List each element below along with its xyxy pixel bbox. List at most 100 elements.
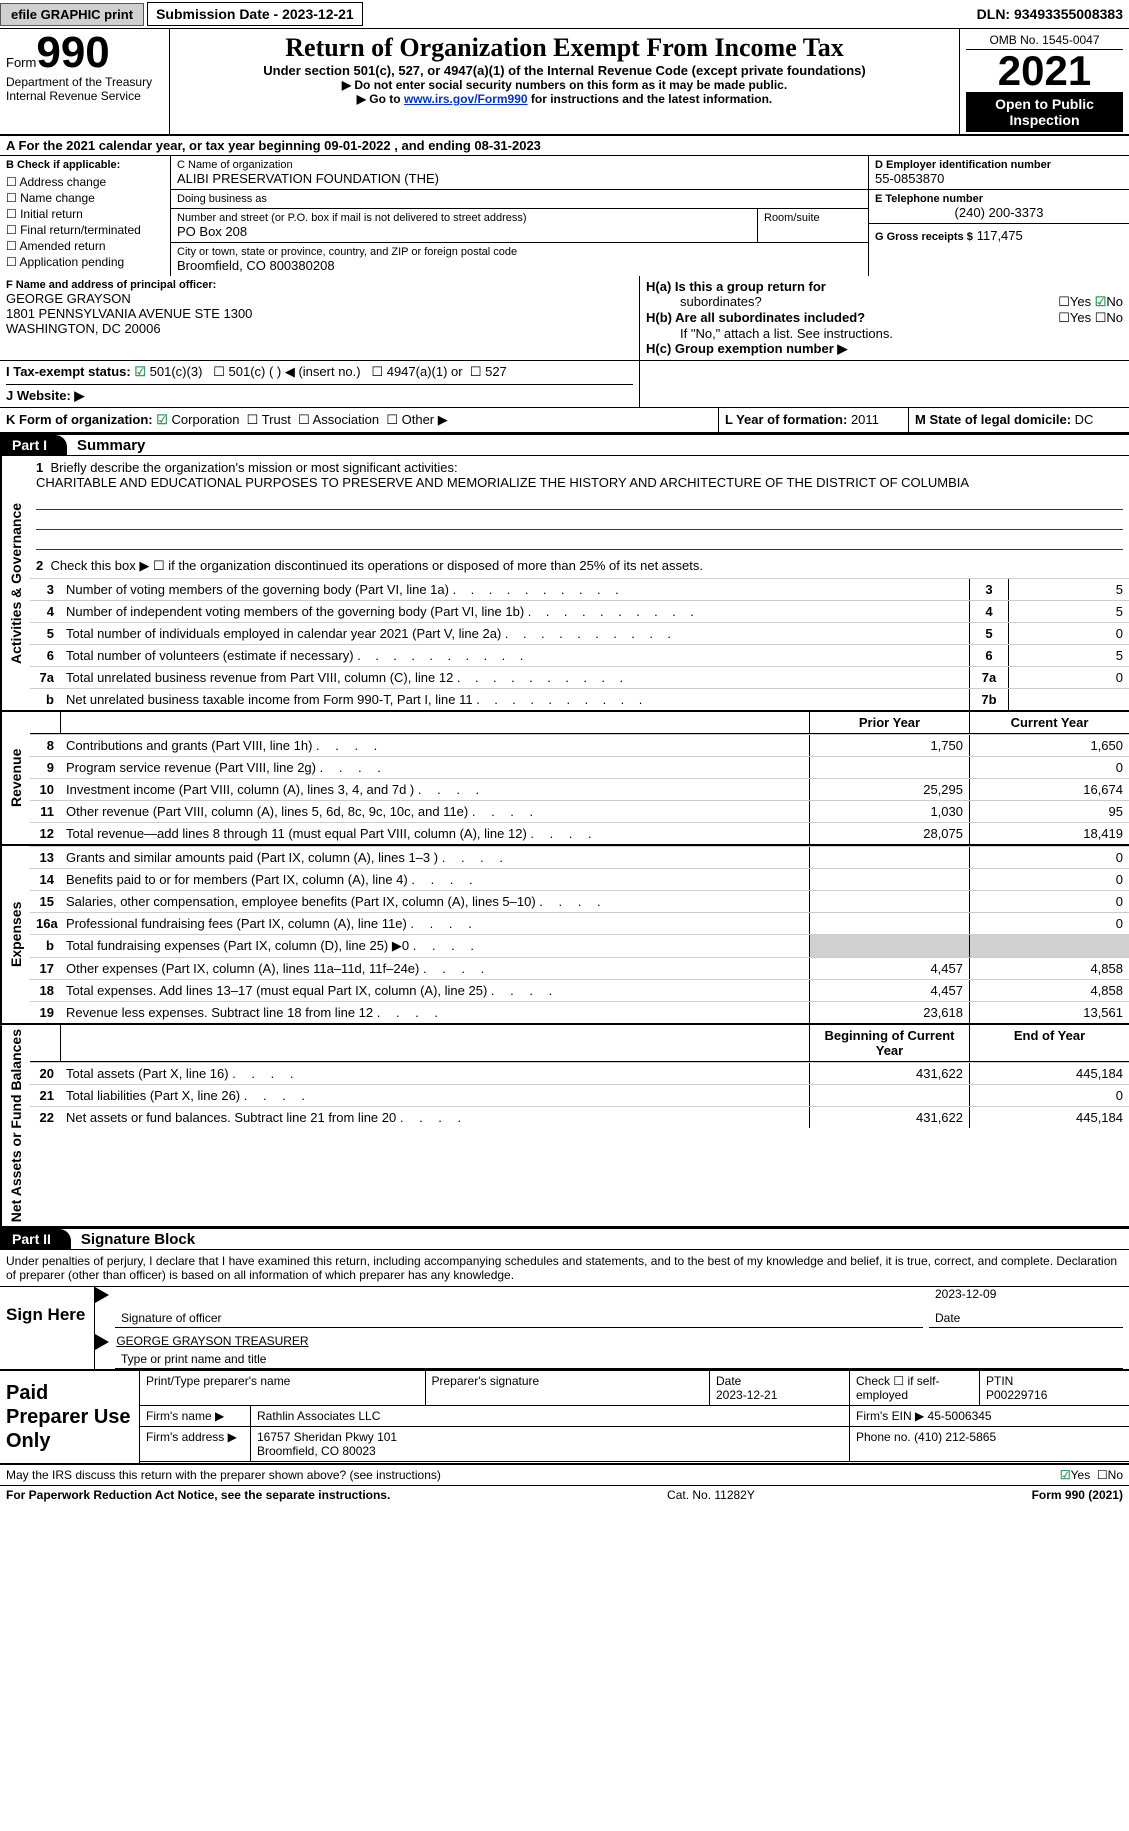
c-street-lbl: Number and street (or P.O. box if mail i… xyxy=(177,212,751,224)
line-21: 21Total liabilities (Part X, line 26) . … xyxy=(30,1084,1129,1106)
lines-3-7: 3Number of voting members of the governi… xyxy=(30,578,1129,710)
hc-lbl: H(c) Group exemption number ▶ xyxy=(646,341,847,356)
firm-addr2: Broomfield, CO 80023 xyxy=(257,1444,376,1458)
vlabel-expenses: Expenses xyxy=(0,846,30,1023)
prep-date-lbl: Date xyxy=(716,1374,741,1388)
ha-sub: subordinates? xyxy=(646,294,762,310)
ha-yesno[interactable]: ☐Yes ☑No xyxy=(1058,294,1123,310)
g-lbl: G Gross receipts $ xyxy=(875,231,973,243)
sig-officer-lbl: Signature of officer xyxy=(121,1311,222,1325)
top-toolbar: efile GRAPHIC print Submission Date - 20… xyxy=(0,0,1129,29)
e-lbl: E Telephone number xyxy=(875,193,1123,205)
prep-name-lbl: Print/Type preparer's name xyxy=(146,1374,419,1388)
i-c2: 501(c) ( ) ◀ (insert no.) xyxy=(229,364,361,379)
hdr-beg: Beginning of Current Year xyxy=(809,1025,969,1061)
chk-name-change[interactable]: ☐ Name change xyxy=(0,190,170,206)
hb-yes: Yes xyxy=(1070,310,1091,325)
sign-here-row: Sign Here Signature of officer 2023-12-0… xyxy=(0,1286,1129,1369)
firm-ein: 45-5006345 xyxy=(928,1409,992,1423)
d-lbl: D Employer identification number xyxy=(875,159,1123,171)
date-lbl: Date xyxy=(929,1309,1123,1328)
box-deg: D Employer identification number 55-0853… xyxy=(869,156,1129,276)
line-10: 10Investment income (Part VIII, column (… xyxy=(30,778,1129,800)
line-20: 20Total assets (Part X, line 16) . . . .… xyxy=(30,1062,1129,1084)
ptin-lbl: PTIN xyxy=(986,1374,1013,1388)
vlabel-revenue: Revenue xyxy=(0,712,30,844)
sign-here-label: Sign Here xyxy=(0,1287,95,1369)
line-5: 5Total number of individuals employed in… xyxy=(30,622,1129,644)
hdr-end: End of Year xyxy=(969,1025,1129,1061)
chk-address-change[interactable]: ☐ Address change xyxy=(0,174,170,190)
note2-pre: ▶ Go to xyxy=(357,92,404,106)
line2-text: Check this box ▶ ☐ if the organization d… xyxy=(50,558,703,573)
sig-officer-line: Signature of officer xyxy=(115,1309,923,1328)
box-c: C Name of organization ALIBI PRESERVATIO… xyxy=(170,156,869,276)
dept-label: Department of the Treasury Internal Reve… xyxy=(6,75,163,103)
efile-print-button[interactable]: efile GRAPHIC print xyxy=(0,3,144,26)
line-3: 3Number of voting members of the governi… xyxy=(30,578,1129,600)
line-8: 8Contributions and grants (Part VIII, li… xyxy=(30,734,1129,756)
tax-year-line: A For the 2021 calendar year, or tax yea… xyxy=(0,136,1129,156)
line-18: 18Total expenses. Add lines 13–17 (must … xyxy=(30,979,1129,1001)
perjury-declaration: Under penalties of perjury, I declare th… xyxy=(0,1250,1129,1286)
paid-preparer: Paid Preparer Use Only Print/Type prepar… xyxy=(0,1369,1129,1465)
paid-preparer-label: Paid Preparer Use Only xyxy=(0,1371,140,1463)
form-word: Form xyxy=(6,55,36,70)
chk-initial-return[interactable]: ☐ Initial return xyxy=(0,206,170,222)
cat-no: Cat. No. 11282Y xyxy=(667,1488,755,1502)
k-lbl: K Form of organization: xyxy=(6,412,153,427)
line-7a: 7aTotal unrelated business revenue from … xyxy=(30,666,1129,688)
line-15: 15Salaries, other compensation, employee… xyxy=(30,890,1129,912)
c-city: Broomfield, CO 800380208 xyxy=(177,258,862,273)
part2-tag: Part II xyxy=(0,1229,71,1249)
sig-date: 2023-12-09 xyxy=(929,1287,1129,1309)
m-val: DC xyxy=(1075,412,1094,427)
preparer-row2: Firm's name ▶ Rathlin Associates LLC Fir… xyxy=(140,1406,1129,1427)
form990-link[interactable]: www.irs.gov/Form990 xyxy=(404,92,528,106)
discuss-yesno[interactable]: ☑Yes ☐No xyxy=(1060,1468,1123,1482)
sect-netassets: Net Assets or Fund Balances Beginning of… xyxy=(0,1025,1129,1228)
firm-name-lbl: Firm's name ▶ xyxy=(140,1406,250,1427)
k-assoc: Association xyxy=(313,412,379,427)
line-b: bNet unrelated business taxable income f… xyxy=(30,688,1129,710)
chk-amended[interactable]: ☐ Amended return xyxy=(0,238,170,254)
line-19: 19Revenue less expenses. Subtract line 1… xyxy=(30,1001,1129,1023)
chk-final-return[interactable]: ☐ Final return/terminated xyxy=(0,222,170,238)
box-h: H(a) Is this a group return for subordin… xyxy=(640,276,1129,360)
box-k: K Form of organization: ☑ Corporation ☐ … xyxy=(0,408,719,432)
l-val: 2011 xyxy=(851,412,879,427)
hb-yesno[interactable]: ☐Yes ☐No xyxy=(1058,310,1123,326)
line-22: 22Net assets or fund balances. Subtract … xyxy=(30,1106,1129,1128)
vlabel-netassets: Net Assets or Fund Balances xyxy=(0,1025,30,1226)
form-subtitle: Under section 501(c), 527, or 4947(a)(1)… xyxy=(176,63,953,78)
line-13: 13Grants and similar amounts paid (Part … xyxy=(30,846,1129,868)
j-lbl: J Website: ▶ xyxy=(6,388,84,403)
arrow-icon-2 xyxy=(95,1334,109,1350)
revenue-rows: 8Contributions and grants (Part VIII, li… xyxy=(30,734,1129,844)
g-val: 117,475 xyxy=(977,228,1023,243)
d-val: 55-0853870 xyxy=(875,171,1123,186)
org-info-grid: B Check if applicable: ☐ Address change … xyxy=(0,156,1129,276)
line-9: 9Program service revenue (Part VIII, lin… xyxy=(30,756,1129,778)
row-i-j: I Tax-exempt status: ☑ 501(c)(3) ☐ 501(c… xyxy=(0,361,1129,408)
arrow-icon xyxy=(95,1287,109,1303)
line-11: 11Other revenue (Part VIII, column (A), … xyxy=(30,800,1129,822)
line-b: bTotal fundraising expenses (Part IX, co… xyxy=(30,934,1129,957)
chk-app-pending[interactable]: ☐ Application pending xyxy=(0,254,170,270)
net-colhdr: Beginning of Current Year End of Year xyxy=(30,1025,1129,1062)
tax-year: 2021 xyxy=(966,50,1123,92)
opt-amended: Amended return xyxy=(19,239,105,253)
sect-revenue: Revenue Prior Year Current Year 8Contrib… xyxy=(0,712,1129,846)
opt-name: Name change xyxy=(20,191,95,205)
k-other: Other ▶ xyxy=(402,412,448,427)
discuss-footer: May the IRS discuss this return with the… xyxy=(0,1465,1129,1485)
page-footer: For Paperwork Reduction Act Notice, see … xyxy=(0,1485,1129,1504)
opt-pending: Application pending xyxy=(19,255,124,269)
box-i: I Tax-exempt status: ☑ 501(c)(3) ☐ 501(c… xyxy=(6,364,633,380)
open1: Open to Public xyxy=(995,96,1094,112)
prep-selfemp[interactable]: Check ☐ if self-employed xyxy=(849,1371,979,1406)
sect-expenses: Expenses 13Grants and similar amounts pa… xyxy=(0,846,1129,1025)
opt-initial: Initial return xyxy=(20,207,83,221)
i-c4: 527 xyxy=(485,364,507,379)
hb-note: If "No," attach a list. See instructions… xyxy=(646,326,1123,341)
